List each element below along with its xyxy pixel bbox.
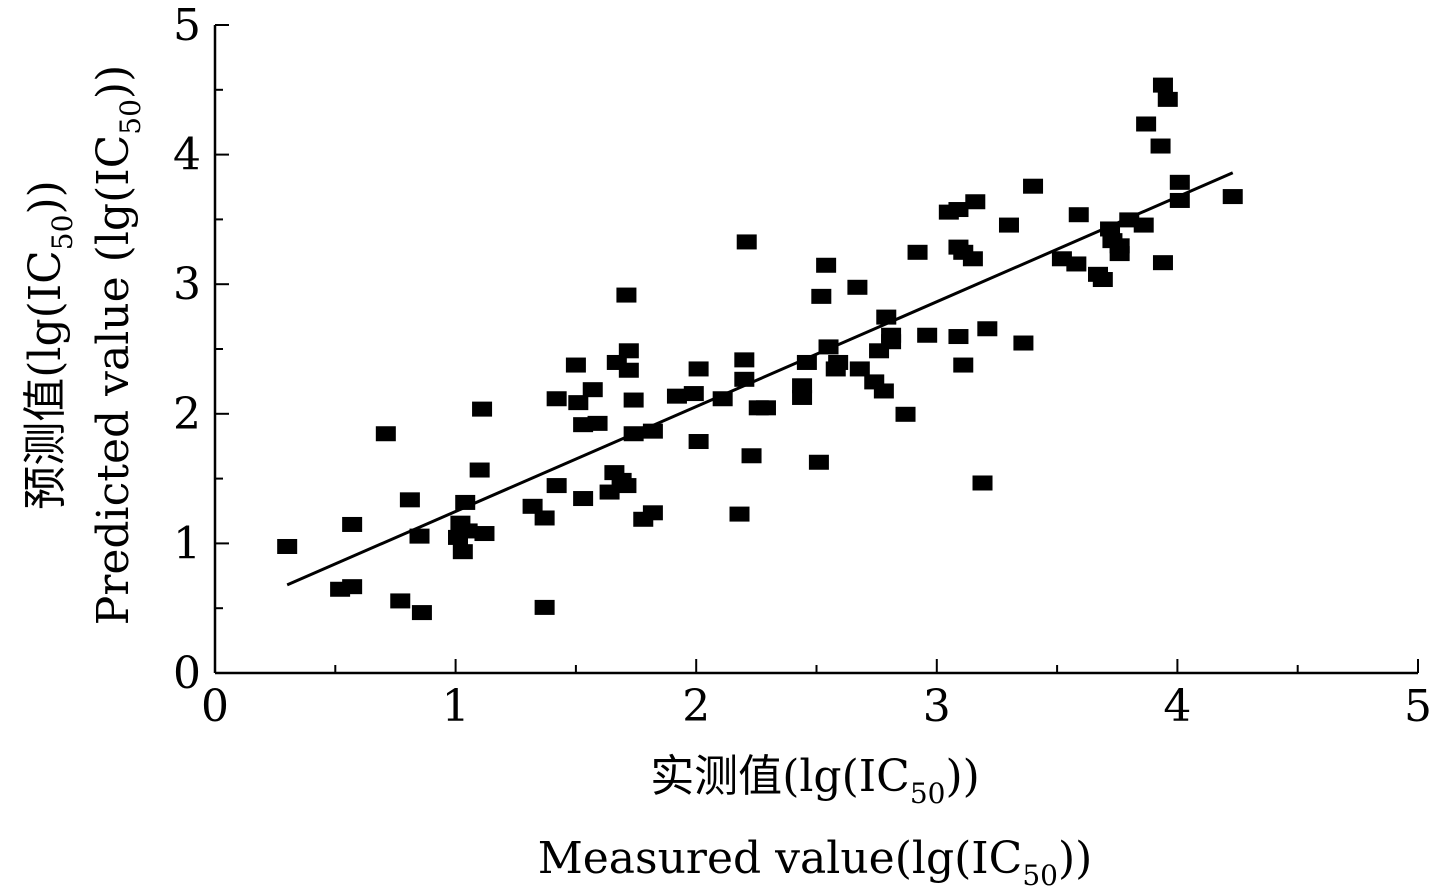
axes <box>213 25 1418 675</box>
y-axis-title-cn: 预测值(lg(IC50)) <box>20 180 79 510</box>
data-point <box>953 357 974 373</box>
data-point <box>847 279 868 295</box>
data-point <box>623 392 644 408</box>
data-point <box>688 361 709 377</box>
data-point <box>582 382 603 398</box>
data-point <box>1169 174 1190 190</box>
y-tick-label: 0 <box>173 648 201 699</box>
data-point <box>616 478 637 494</box>
y-tick-label: 3 <box>173 259 201 310</box>
y-tick-label: 1 <box>173 518 201 569</box>
data-point <box>546 478 567 494</box>
data-point <box>1157 91 1178 107</box>
data-point <box>734 352 755 368</box>
x-axis-title-cn: 实测值(lg(IC50)) <box>650 751 980 810</box>
data-point <box>452 544 473 560</box>
data-point <box>881 334 902 350</box>
data-point <box>1068 207 1089 223</box>
x-tick-label: 2 <box>682 681 710 732</box>
data-point <box>948 329 969 345</box>
x-tick-label: 0 <box>201 681 229 732</box>
data-point <box>948 202 969 218</box>
data-point <box>873 383 894 399</box>
data-point <box>977 321 998 337</box>
y-tick-label: 5 <box>173 0 201 51</box>
fit-line-group <box>286 171 1234 587</box>
x-tick-label: 1 <box>442 681 470 732</box>
data-point <box>741 448 762 464</box>
y-axis-title-en: Predicted value (lg(IC50)) <box>88 65 147 626</box>
data-point <box>568 395 589 411</box>
data-point <box>642 505 663 521</box>
data-point <box>666 388 687 404</box>
data-point <box>816 257 837 273</box>
data-point <box>534 510 555 526</box>
data-point <box>917 327 938 343</box>
data-point <box>1013 335 1034 351</box>
data-point <box>522 498 543 514</box>
data-point <box>618 362 639 378</box>
data-point <box>546 391 567 407</box>
data-point <box>729 506 750 522</box>
data-point <box>998 217 1019 233</box>
data-point <box>828 354 849 370</box>
data-point <box>1150 138 1171 154</box>
data-point <box>972 475 993 491</box>
data-point <box>1109 238 1130 254</box>
data-point <box>390 593 411 609</box>
data-point <box>796 354 817 370</box>
data-point <box>565 357 586 373</box>
data-point <box>1023 178 1044 194</box>
regression-line <box>286 171 1234 587</box>
data-point <box>1152 255 1173 271</box>
x-tick-label: 3 <box>923 681 951 732</box>
data-point <box>965 194 986 210</box>
data-point <box>342 579 363 595</box>
data-point <box>736 234 757 250</box>
data-point <box>808 454 829 470</box>
data-point <box>1136 116 1157 132</box>
x-tick-label: 5 <box>1404 681 1429 732</box>
data-point <box>277 538 298 554</box>
data-point <box>1222 189 1243 205</box>
data-point <box>409 528 430 544</box>
data-point <box>375 426 396 442</box>
data-point <box>895 406 916 422</box>
data-point <box>342 516 363 532</box>
y-tick-label: 2 <box>173 389 201 440</box>
data-point <box>688 434 709 450</box>
data-point <box>472 401 493 417</box>
data-point <box>534 599 555 615</box>
data-point <box>712 391 733 407</box>
data-point <box>1066 256 1087 272</box>
data-point <box>962 251 983 267</box>
data-point <box>616 287 637 303</box>
data-point <box>399 492 420 508</box>
data-point <box>907 244 928 260</box>
y-tick-label: 4 <box>173 130 201 181</box>
data-point <box>587 415 608 431</box>
data-point <box>457 523 478 539</box>
data-point <box>1133 217 1154 233</box>
data-point <box>469 462 490 478</box>
data-point <box>755 400 776 416</box>
data-point <box>792 378 813 394</box>
ticks: 0 1 2 3 4 5 0 1 2 3 4 5 <box>173 0 1429 732</box>
data-point <box>792 389 813 405</box>
data-point <box>849 361 870 377</box>
data-point <box>811 288 832 304</box>
data-point <box>1152 77 1173 93</box>
data-point <box>474 526 495 542</box>
x-tick-label: 4 <box>1163 681 1191 732</box>
data-point <box>683 386 704 402</box>
x-axis-title-en: Measured value(lg(IC50)) <box>538 833 1093 892</box>
data-point <box>411 605 432 621</box>
data-points <box>277 77 1243 621</box>
data-point <box>618 343 639 359</box>
data-point <box>599 484 620 500</box>
data-point <box>573 491 594 507</box>
data-point <box>1092 272 1113 288</box>
